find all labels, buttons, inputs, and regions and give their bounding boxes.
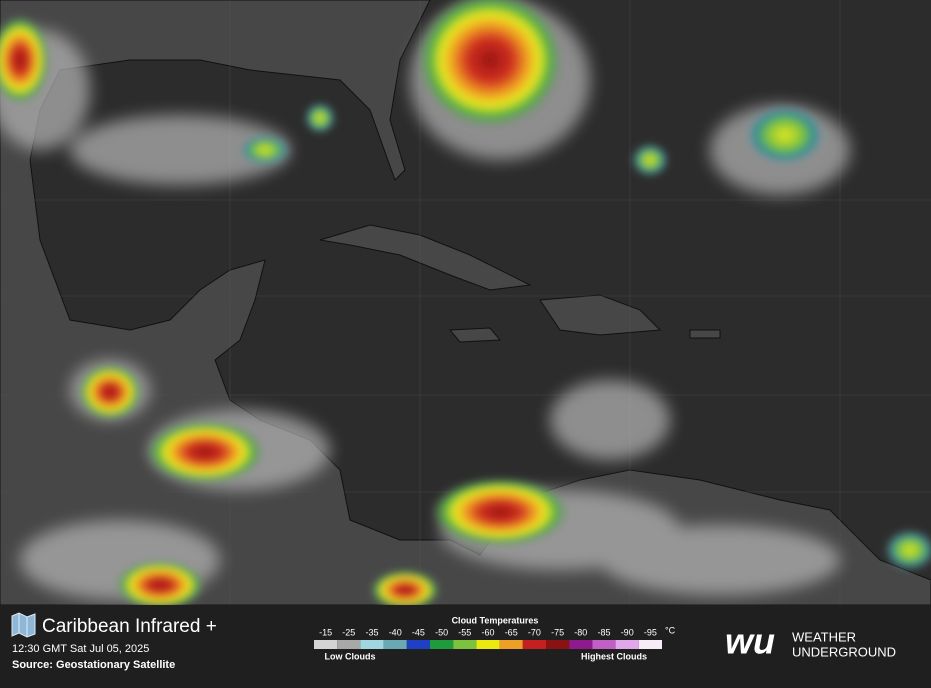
legend-swatch: [499, 640, 523, 649]
legend-swatch: [615, 640, 639, 649]
legend-swatch: [638, 640, 662, 649]
map-icon: [11, 612, 36, 638]
legend-swatch: [522, 640, 546, 649]
legend-tick-label: -75: [551, 627, 564, 637]
legend-swatch: [546, 640, 570, 649]
legend-swatch: [337, 640, 361, 649]
brand-line1: WEATHER: [792, 629, 856, 644]
legend-swatch: [383, 640, 407, 649]
legend-tick-label: -35: [365, 627, 378, 637]
high-label: Highest Clouds: [581, 651, 647, 661]
legend-tick-label: -65: [505, 627, 518, 637]
title: Caribbean Infrared +: [42, 616, 217, 637]
legend-tick-label: -60: [481, 627, 494, 637]
legend-tick-label: -80: [574, 627, 587, 637]
legend-title: Cloud Temperatures: [452, 615, 539, 625]
legend-tick-label: -95: [644, 627, 657, 637]
legend-tick-label: -25: [342, 627, 355, 637]
legend-swatch: [569, 640, 593, 649]
map: [0, 0, 931, 610]
legend: -15 -25 -35 -40 -45 -50 -55 -60 -65 -70 -75 -80 -85 -…: [314, 625, 676, 649]
legend-unit: °C: [665, 625, 676, 635]
storms: [0, 0, 931, 610]
timestamp: 12:30 GMT Sat Jul 05, 2025: [12, 643, 149, 655]
legend-tick-label: -40: [389, 627, 402, 637]
legend-swatch: [592, 640, 616, 649]
legend-tick-label: -15: [319, 627, 332, 637]
legend-tick-label: -45: [412, 627, 425, 637]
low-label: Low Clouds: [325, 651, 376, 661]
legend-swatch: [476, 640, 500, 649]
legend-swatch: [360, 640, 384, 649]
logo: wu: [725, 621, 775, 662]
legend-tick-label: -90: [621, 627, 634, 637]
legend-swatch: [406, 640, 430, 649]
brand-line2: UNDERGROUND: [792, 644, 896, 659]
legend-tick-label: -55: [458, 627, 471, 637]
legend-tick-label: -85: [597, 627, 610, 637]
source: Source: Geostationary Satellite: [12, 659, 175, 671]
legend-tick-label: -50: [435, 627, 448, 637]
legend-swatch: [430, 640, 454, 649]
legend-swatch: [453, 640, 477, 649]
legend-tick-label: -70: [528, 627, 541, 637]
legend-swatch: [314, 640, 338, 649]
